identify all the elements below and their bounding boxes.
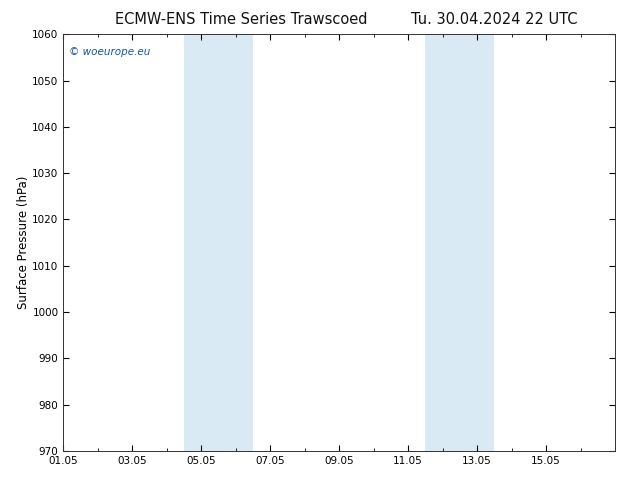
Text: Tu. 30.04.2024 22 UTC: Tu. 30.04.2024 22 UTC (411, 12, 578, 27)
Y-axis label: Surface Pressure (hPa): Surface Pressure (hPa) (16, 176, 30, 309)
Bar (425, 34, 495, 451)
Bar (184, 34, 253, 451)
Text: ECMW-ENS Time Series Trawscoed: ECMW-ENS Time Series Trawscoed (115, 12, 367, 27)
Text: © woeurope.eu: © woeurope.eu (69, 47, 150, 57)
